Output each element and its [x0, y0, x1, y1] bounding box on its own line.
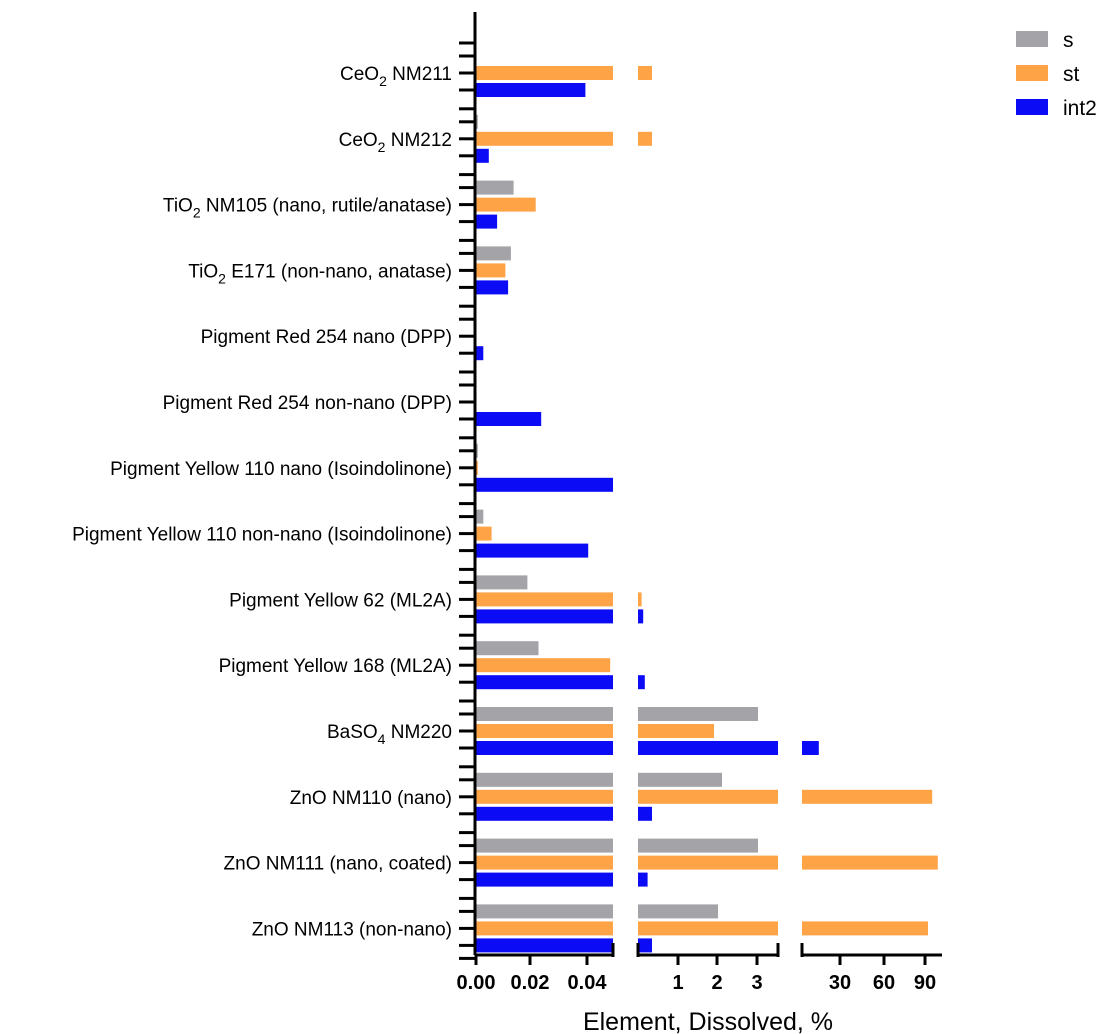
category-label: Pigment Yellow 168 (ML2A)	[219, 656, 452, 677]
bar-st-11-seg0	[475, 789, 613, 804]
bar-int2-10-seg2	[802, 741, 819, 755]
bar-st-8-seg1	[638, 592, 642, 607]
bar-int2-9-seg0	[475, 675, 613, 690]
bar-st-2-seg0	[475, 197, 536, 212]
category-label: Pigment Yellow 62 (ML2A)	[229, 590, 452, 611]
bar-s-11-seg0	[475, 772, 613, 787]
bar-st-0-seg0	[475, 66, 613, 80]
legend: s st int2	[1016, 29, 1097, 120]
bar-st-3-seg0	[475, 263, 506, 278]
category-label: CeO2 NM211	[340, 64, 452, 89]
axes-group	[459, 12, 942, 965]
bar-int2-3-seg0	[475, 280, 509, 295]
bar-s-13-seg0	[475, 904, 613, 919]
bar-int2-0-seg0	[475, 83, 586, 97]
bar-int2-4-seg0	[475, 346, 484, 361]
bar-s-11-seg1	[638, 772, 722, 787]
bar-s-7-seg0	[475, 509, 484, 524]
bar-int2-5-seg0	[475, 412, 542, 426]
bar-int2-10-seg0	[475, 741, 613, 755]
bar-int2-8-seg0	[475, 609, 613, 624]
x-tick-label: 1	[672, 972, 683, 994]
bar-s-9-seg0	[475, 641, 539, 656]
bar-s-8-seg0	[475, 575, 528, 590]
bar-st-10-seg1	[638, 724, 714, 738]
bar-st-13-seg1	[638, 921, 778, 936]
bar-st-12-seg0	[475, 855, 613, 870]
category-label: TiO2 NM105 (nano, rutile/anatase)	[163, 196, 452, 221]
bar-st-12-seg2	[802, 855, 938, 870]
bar-s-3-seg0	[475, 246, 511, 261]
legend-label-st: st	[1063, 63, 1080, 86]
bar-st-12-seg1	[638, 855, 778, 870]
category-label: Pigment Red 254 non-nano (DPP)	[163, 393, 452, 414]
legend-swatch-s	[1016, 31, 1048, 47]
bar-s-10-seg1	[638, 707, 758, 721]
x-tick-label: 0.00	[457, 972, 496, 994]
bar-st-11-seg2	[802, 789, 933, 804]
bar-st-11-seg1	[638, 789, 778, 804]
x-tick-labels: 0.00 0.02 0.04 1 2 3 30 60 90	[457, 972, 937, 994]
x-tick-label: 0.02	[511, 972, 550, 994]
legend-label-int2: int2	[1063, 97, 1097, 120]
bar-int2-12-seg1	[638, 872, 648, 887]
bar-int2-10-seg1	[638, 741, 778, 755]
x-tick-label: 0.04	[568, 972, 608, 994]
bar-st-8-seg0	[475, 592, 613, 607]
bar-s-13-seg1	[638, 904, 718, 919]
bar-int2-13-seg1	[638, 938, 652, 953]
legend-label-s: s	[1063, 29, 1074, 52]
category-label: BaSO4 NM220	[327, 722, 452, 747]
bar-int2-13-seg0	[475, 938, 613, 953]
bar-st-13-seg2	[802, 921, 928, 936]
bar-int2-11-seg1	[638, 806, 652, 821]
bar-st-0-seg1	[638, 66, 652, 80]
bar-int2-9-seg1	[638, 675, 645, 690]
category-labels: CeO2 NM211 CeO2 NM212 TiO2 NM105 (nano, ru…	[72, 64, 452, 940]
category-label: Pigment Yellow 110 non-nano (Isoindolino…	[72, 525, 452, 546]
bar-st-1-seg0	[475, 131, 613, 146]
bar-int2-8-seg1	[638, 609, 644, 624]
bar-st-9-seg0	[475, 658, 611, 673]
bar-s-2-seg0	[475, 180, 514, 195]
bar-int2-1-seg0	[475, 148, 489, 163]
x-tick-label: 30	[829, 972, 851, 994]
bar-s-10-seg0	[475, 707, 613, 721]
category-label: Pigment Yellow 110 nano (Isoindolinone)	[110, 459, 452, 480]
category-label: TiO2 E171 (non-nano, anatase)	[188, 261, 452, 286]
legend-swatch-int2	[1016, 99, 1048, 115]
x-axis-title: Element, Dissolved, %	[583, 1008, 833, 1034]
bar-st-7-seg0	[475, 526, 492, 541]
x-tick-label: 60	[873, 972, 895, 994]
bar-int2-2-seg0	[475, 214, 498, 229]
bar-int2-12-seg0	[475, 872, 613, 887]
bar-int2-7-seg0	[475, 543, 589, 558]
legend-swatch-st	[1016, 65, 1048, 81]
bar-s-12-seg0	[475, 838, 613, 853]
x-tick-label: 3	[751, 972, 762, 994]
bar-int2-11-seg0	[475, 806, 613, 821]
category-label: ZnO NM110 (nano)	[290, 788, 452, 809]
category-label: ZnO NM111 (nano, coated)	[224, 854, 452, 875]
category-label: Pigment Red 254 nano (DPP)	[201, 327, 452, 348]
bar-st-10-seg0	[475, 724, 613, 738]
bars-group	[475, 66, 938, 953]
x-tick-label: 90	[914, 972, 936, 994]
x-tick-label: 2	[711, 972, 722, 994]
bar-int2-6-seg0	[475, 477, 613, 492]
bar-st-1-seg1	[638, 131, 652, 146]
category-label: ZnO NM113 (non-nano)	[252, 919, 452, 940]
bar-st-13-seg0	[475, 921, 613, 936]
category-label: CeO2 NM212	[339, 130, 452, 155]
bar-s-12-seg1	[638, 838, 758, 853]
